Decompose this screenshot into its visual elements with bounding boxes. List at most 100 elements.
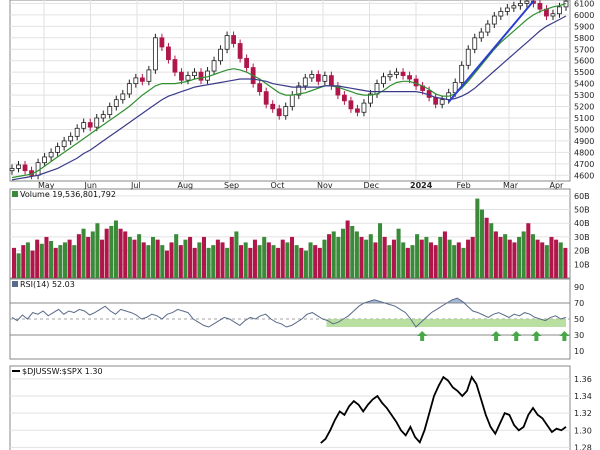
volume-bar: [475, 198, 480, 278]
candle-body: [361, 102, 367, 113]
candle-body: [537, 3, 543, 10]
candle-body: [211, 60, 217, 72]
volume-bar: [498, 236, 503, 278]
volume-bar: [151, 236, 156, 278]
volume-bar: [345, 220, 350, 278]
candle-body: [120, 93, 126, 101]
volume-tick-label: 30B: [574, 233, 590, 242]
volume-bar: [489, 223, 494, 278]
volume-bar: [160, 245, 165, 278]
volume-bar: [239, 245, 244, 278]
volume-bar: [549, 236, 554, 278]
volume-tick-label: 50B: [574, 206, 590, 215]
price-tick-label: 5900: [574, 22, 594, 31]
rsi-up-arrow: [559, 331, 570, 341]
candle-body: [224, 35, 230, 50]
volume-bar: [206, 247, 211, 278]
volume-bar: [95, 223, 100, 278]
volume-bar: [447, 239, 452, 278]
volume-bar: [234, 231, 239, 278]
candle-body: [270, 103, 276, 110]
candle-body: [498, 11, 504, 17]
volume-bar: [248, 247, 253, 278]
rsi-up-arrow: [511, 331, 522, 341]
candle-body: [426, 90, 432, 98]
candle-body: [257, 83, 263, 93]
rsi-legend-swatch: [12, 281, 18, 287]
price-tick-label: 4900: [574, 137, 594, 146]
candle-body: [126, 83, 132, 95]
candle-body: [491, 15, 497, 25]
candle-body: [322, 75, 328, 82]
candle-body: [179, 71, 184, 81]
volume-bar: [340, 228, 345, 278]
volume-bar: [44, 236, 49, 278]
month-tick-label: Oct: [271, 181, 285, 190]
volume-bar: [183, 239, 188, 278]
volume-bar: [424, 236, 429, 278]
candle-body: [517, 3, 523, 7]
price-tick-label: 5100: [574, 114, 594, 123]
candle-body: [472, 37, 478, 50]
candle-body: [478, 31, 484, 39]
volume-bar: [313, 245, 318, 278]
volume-bar: [535, 239, 540, 278]
candle-body: [511, 5, 517, 9]
candle-body: [407, 75, 412, 80]
volume-bar: [484, 217, 489, 278]
price-tick-label: 6100: [574, 0, 594, 8]
volume-bar: [16, 253, 21, 278]
candle-body: [185, 75, 191, 81]
price-tick-label: 5700: [574, 45, 594, 54]
candle-body: [61, 140, 67, 148]
volume-bar: [493, 231, 498, 278]
volume-bar: [410, 245, 415, 278]
volume-bar: [49, 241, 54, 278]
candle-body: [381, 76, 386, 85]
volume-bar: [113, 220, 118, 278]
month-tick-label: Jun: [84, 181, 98, 190]
candle-body: [374, 83, 380, 95]
candle-body: [218, 48, 223, 62]
volume-bar: [229, 236, 234, 278]
volume-bar: [62, 242, 67, 278]
ratio-tick-label: 1.30: [574, 426, 592, 435]
rsi-up-arrow: [491, 331, 502, 341]
volume-bar: [220, 242, 225, 278]
month-tick-label: May: [38, 181, 55, 190]
volume-bar: [123, 231, 128, 278]
volume-bar: [266, 242, 271, 278]
volume-bar: [322, 239, 327, 278]
candle-body: [244, 58, 250, 68]
volume-bar: [303, 250, 308, 278]
candle-body: [341, 94, 347, 102]
volume-bar: [280, 239, 285, 278]
candle-body: [524, 0, 530, 4]
volume-bar: [438, 236, 443, 278]
candle-body: [465, 48, 471, 66]
volume-bar: [100, 239, 105, 278]
volume-bar: [21, 245, 26, 278]
ratio-tick-label: 1.34: [574, 392, 592, 401]
candle-body: [172, 59, 178, 73]
candle-body: [557, 6, 562, 15]
volume-bar: [354, 231, 359, 278]
volume-bar: [364, 239, 369, 278]
rsi-support-band: [326, 319, 566, 327]
volume-bar: [104, 228, 109, 278]
volume-bar: [373, 242, 378, 278]
volume-bar: [521, 231, 526, 278]
candle-body: [315, 74, 321, 82]
volume-bar: [327, 234, 332, 278]
trendline: [447, 0, 535, 103]
candle-body: [355, 108, 360, 113]
month-tick-label: Jul: [130, 181, 141, 190]
volume-bar: [72, 245, 77, 278]
volume-bar: [109, 225, 114, 278]
volume-tick-label: 40B: [574, 219, 590, 228]
price-tick-label: 4800: [574, 148, 594, 157]
candle-body: [504, 7, 510, 12]
candle-body: [433, 96, 439, 105]
volume-bar: [530, 234, 535, 278]
month-tick-label: Dec: [364, 181, 379, 190]
